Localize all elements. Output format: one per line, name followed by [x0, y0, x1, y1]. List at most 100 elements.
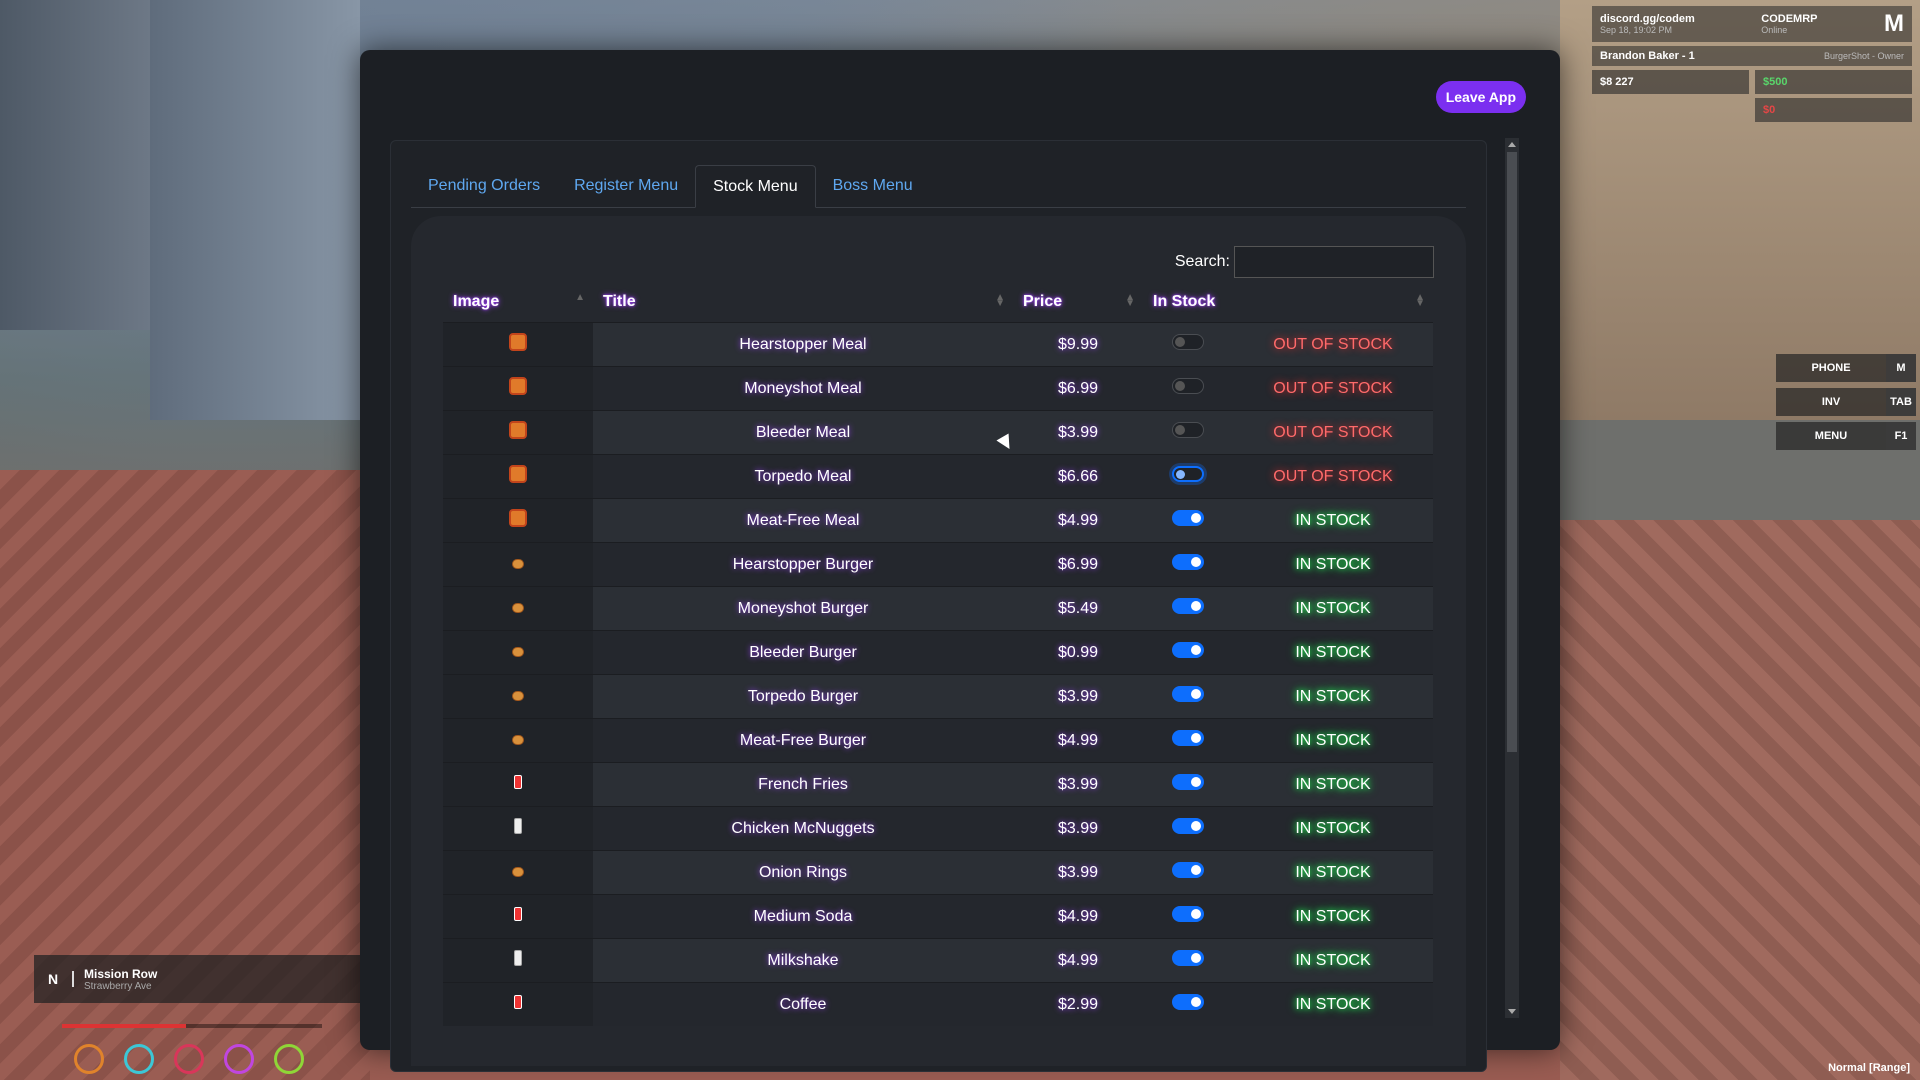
keybind-label: MENU	[1814, 430, 1848, 442]
table-row: Hearstopper Meal $9.99 OUT OF STOCK	[443, 322, 1433, 367]
stock-toggle[interactable]	[1172, 818, 1204, 834]
keybind-label: INV	[1821, 396, 1841, 408]
table-row: Milkshake $4.99 IN STOCK	[443, 938, 1433, 983]
item-image-cell	[443, 586, 593, 631]
hud-player-row: Brandon Baker - 1 BurgerShot - Owner	[1592, 46, 1912, 66]
item-title: Chicken McNuggets	[593, 806, 1013, 851]
hud-dirty: $0	[1755, 98, 1912, 122]
tab-stock-menu[interactable]: Stock Menu	[695, 165, 816, 208]
stock-toggle[interactable]	[1172, 950, 1204, 966]
app-content: Pending Orders Register Menu Stock Menu …	[390, 140, 1487, 1072]
stock-toggle[interactable]	[1172, 378, 1204, 394]
item-image-cell	[443, 894, 593, 939]
scroll-down-icon[interactable]	[1508, 1009, 1516, 1014]
tab-register-menu[interactable]: Register Menu	[574, 177, 679, 194]
item-title: Milkshake	[593, 938, 1013, 983]
hud-brand-sub: Online	[1761, 25, 1788, 35]
column-price-header[interactable]: Price ▲ ▼	[1023, 292, 1135, 311]
stock-toggle-cell	[1143, 542, 1233, 587]
stock-toggle-cell	[1143, 894, 1233, 939]
tab-boss-menu[interactable]: Boss Menu	[832, 177, 913, 194]
meal-box-icon	[509, 421, 527, 439]
search-input[interactable]	[1234, 246, 1434, 278]
item-price: $6.99	[1013, 366, 1143, 411]
table-row: Medium Soda $4.99 IN STOCK	[443, 894, 1433, 939]
stamina-icon	[274, 1044, 304, 1074]
item-image-cell	[443, 542, 593, 587]
stock-toggle[interactable]	[1172, 642, 1204, 658]
column-title-header[interactable]: Title ▲ ▼	[603, 292, 1005, 311]
stock-toggle-cell	[1143, 410, 1233, 455]
item-image-cell	[443, 498, 593, 543]
item-price: $3.99	[1013, 806, 1143, 851]
stock-toggle[interactable]	[1172, 554, 1204, 570]
item-image-cell	[443, 454, 593, 499]
stock-toggle[interactable]	[1172, 510, 1204, 526]
item-image-cell	[443, 630, 593, 675]
item-price: $5.49	[1013, 586, 1143, 631]
stock-status: OUT OF STOCK	[1233, 366, 1433, 411]
stock-toggle[interactable]	[1172, 774, 1204, 790]
sort-asc-icon: ▲	[575, 292, 585, 303]
stock-status: OUT OF STOCK	[1233, 454, 1433, 499]
item-image-cell	[443, 762, 593, 807]
hud-dirty-money: $0	[1592, 98, 1912, 122]
hud-cash: $8 227	[1592, 70, 1749, 94]
stock-toggle[interactable]	[1172, 730, 1204, 746]
background-sidewalk-right	[1560, 520, 1920, 1080]
item-title: Bleeder Burger	[593, 630, 1013, 675]
street-name: Mission Row	[84, 966, 158, 981]
hud-server-row: discord.gg/codem Sep 18, 19:02 PM CODEMR…	[1592, 6, 1912, 42]
column-image-header[interactable]: Image ▲	[453, 292, 585, 311]
stock-toggle[interactable]	[1172, 686, 1204, 702]
keybind-key: TAB	[1886, 388, 1916, 416]
item-price: $4.99	[1013, 894, 1143, 939]
stock-table: Image ▲ Title ▲ ▼ Price ▲ ▼ In Stock ▲ ▼ Hearst…	[443, 282, 1433, 1026]
table-row: Coffee $2.99 IN STOCK	[443, 982, 1433, 1026]
stock-toggle[interactable]	[1172, 994, 1204, 1010]
hud-money: $8 227 $500	[1592, 70, 1912, 94]
scroll-up-icon[interactable]	[1508, 142, 1516, 147]
stock-toggle[interactable]	[1172, 906, 1204, 922]
stock-status: IN STOCK	[1233, 850, 1433, 895]
background-building-left	[0, 0, 150, 330]
table-row: French Fries $3.99 IN STOCK	[443, 762, 1433, 807]
scrollbar-thumb[interactable]	[1507, 152, 1517, 752]
item-image-cell	[443, 322, 593, 367]
stock-toggle-cell	[1143, 630, 1233, 675]
item-title: Torpedo Burger	[593, 674, 1013, 719]
tab-bar: Pending Orders Register Menu Stock Menu …	[411, 165, 1466, 208]
stock-toggle[interactable]	[1172, 422, 1204, 438]
stock-status: IN STOCK	[1233, 542, 1433, 587]
sort-icon: ▲ ▼	[1125, 292, 1135, 309]
item-title: French Fries	[593, 762, 1013, 807]
stock-status: IN STOCK	[1233, 894, 1433, 939]
item-image-cell	[443, 674, 593, 719]
column-in-stock-header[interactable]: In Stock ▲ ▼	[1153, 292, 1425, 311]
keybind-key: F1	[1886, 422, 1916, 450]
stock-toggle[interactable]	[1172, 598, 1204, 614]
stock-toggle-cell	[1143, 762, 1233, 807]
leave-app-button[interactable]: Leave App	[1435, 81, 1526, 113]
stock-toggle[interactable]	[1172, 334, 1204, 350]
item-price: $4.99	[1013, 718, 1143, 763]
item-image-cell	[443, 938, 593, 983]
scrollbar[interactable]	[1505, 138, 1519, 1018]
stock-toggle[interactable]	[1172, 466, 1204, 482]
stock-toggle[interactable]	[1172, 862, 1204, 878]
keybind-phone: PHONE M	[1776, 354, 1916, 382]
stock-status: IN STOCK	[1233, 630, 1433, 675]
keybind-label: PHONE	[1811, 362, 1851, 374]
stock-toggle-cell	[1143, 806, 1233, 851]
hud-job: BurgerShot - Owner	[1823, 51, 1904, 61]
health-bar	[62, 1024, 322, 1028]
item-price: $6.99	[1013, 542, 1143, 587]
table-row: Torpedo Burger $3.99 IN STOCK	[443, 674, 1433, 719]
burger-icon	[512, 734, 524, 745]
stress-icon	[174, 1044, 204, 1074]
status-icons	[74, 1044, 304, 1074]
stock-status: OUT OF STOCK	[1233, 322, 1433, 367]
background-building-tower	[150, 0, 360, 420]
table-row: Meat-Free Burger $4.99 IN STOCK	[443, 718, 1433, 763]
tab-pending-orders[interactable]: Pending Orders	[428, 177, 541, 194]
